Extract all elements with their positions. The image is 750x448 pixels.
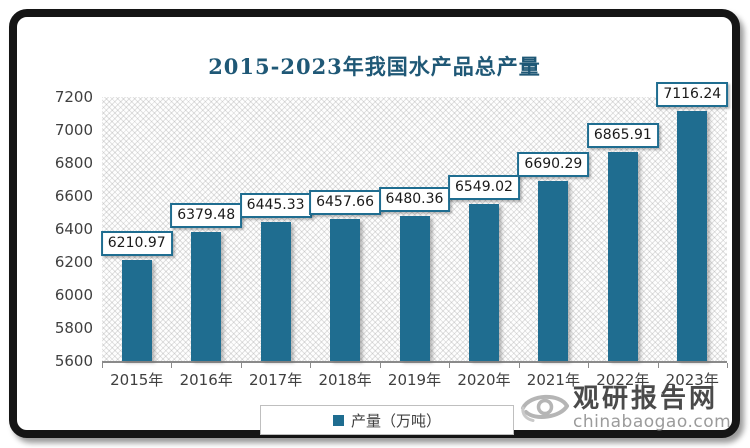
x-tick-label: 2017年 (249, 371, 303, 389)
watermark-brand: 观研报告网 (573, 383, 719, 414)
value-label: 6480.36 (378, 186, 451, 212)
value-label: 6457.66 (309, 190, 381, 216)
watermark-domain: chinabaogao.com (573, 411, 732, 432)
y-tick-label: 6800 (54, 154, 93, 172)
y-tick-label: 7200 (54, 88, 93, 106)
axis-tick (102, 363, 103, 368)
value-label: 6865.91 (586, 123, 659, 149)
axis-tick (240, 363, 242, 368)
bar (191, 232, 222, 361)
axis-tick (657, 363, 659, 368)
value-label: 7116.24 (656, 81, 729, 107)
bar (121, 260, 152, 361)
axis-tick (310, 363, 312, 368)
value-label: 6379.48 (170, 203, 243, 229)
x-tick-label: 2021年 (526, 371, 580, 389)
value-label: 6210.97 (100, 231, 173, 257)
x-tick-label: 2020年 (457, 371, 511, 389)
y-tick-label: 5600 (54, 352, 93, 370)
axis-tick (727, 363, 728, 368)
bar (260, 221, 291, 361)
x-tick-label: 2016年 (179, 371, 233, 389)
x-tick-label: 2023年 (665, 371, 719, 389)
y-tick-label: 6400 (54, 220, 93, 238)
value-label: 6690.29 (517, 152, 590, 178)
chart-frame: 2015-2023年我国水产品总产量 6210.97 6379.48 6445.33… (9, 9, 740, 438)
watermark: 观研报告网 chinabaogao.com (520, 381, 731, 435)
watermark-text: 观研报告网 chinabaogao.com (573, 385, 731, 432)
y-tick-label: 5800 (54, 319, 93, 337)
value-label: 6445.33 (239, 192, 312, 218)
x-tick-label: 2015年 (110, 371, 164, 389)
x-tick-label: 2022年 (596, 371, 650, 389)
x-tick-label: 2019年 (387, 371, 442, 389)
axis-tick (588, 363, 590, 368)
bar (399, 215, 430, 361)
eye-logo-icon (520, 381, 570, 435)
y-tick-label: 6000 (54, 286, 93, 304)
x-tick-label: 2018年 (318, 371, 372, 389)
axis-tick (379, 363, 381, 368)
plot-area: 6210.97 6379.48 6445.33 6457.66 6480.36 6549.… (100, 81, 729, 363)
axis-tick (449, 363, 451, 368)
y-tick-label: 7000 (54, 121, 93, 139)
bar (330, 219, 361, 361)
bar (607, 152, 638, 361)
value-label: 6549.02 (447, 175, 520, 201)
bar (468, 204, 499, 361)
bar (677, 110, 708, 361)
chart-title: 2015-2023年我国水产品总产量 (208, 54, 541, 79)
axis-tick (171, 363, 173, 368)
y-tick-label: 6200 (54, 253, 93, 271)
legend-label: 产量（万吨） (350, 411, 441, 430)
legend: 产量（万吨） (260, 405, 514, 435)
axis-tick (518, 363, 520, 368)
legend-swatch (332, 414, 344, 426)
bar (538, 181, 569, 361)
y-tick-label: 6600 (54, 187, 93, 205)
